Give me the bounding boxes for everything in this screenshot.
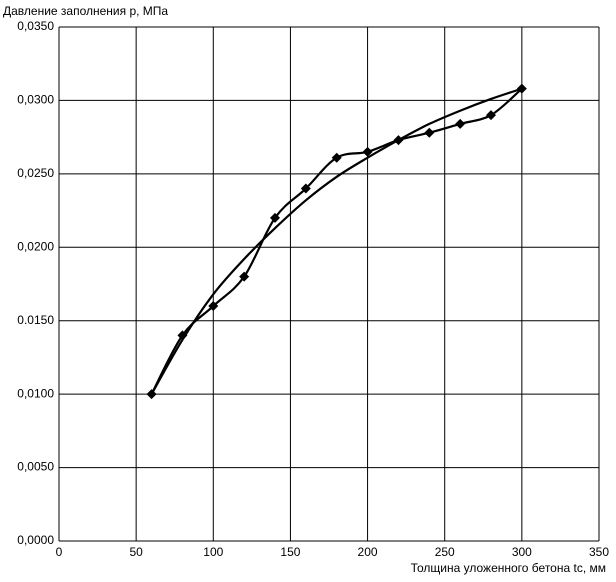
marker: [300, 183, 311, 194]
y-tick-label: 0,0350: [17, 19, 54, 33]
marker: [424, 127, 435, 138]
x-tick-label: 200: [358, 545, 378, 559]
marker: [239, 271, 250, 282]
x-tick-label: 0: [56, 545, 63, 559]
marker: [455, 118, 466, 129]
marker: [486, 110, 496, 121]
x-tick-label: 350: [589, 545, 609, 559]
marker: [208, 301, 219, 312]
y-tick-label: 0,0050: [17, 460, 54, 474]
x-tick-label: 300: [512, 545, 532, 559]
marker: [331, 152, 342, 163]
y-tick-label: 0,0250: [17, 166, 54, 180]
y-tick-label: 0.0150: [17, 313, 54, 327]
x-tick-label: 150: [280, 545, 300, 559]
y-tick-label: 0,0100: [17, 386, 54, 400]
marker: [177, 330, 188, 341]
x-tick-label: 100: [203, 545, 223, 559]
y-tick-label: 0,0300: [17, 93, 54, 107]
series-line: [150, 87, 523, 395]
y-tick-label: 0,0000: [17, 533, 54, 547]
x-axis-label: Толщина уложенного бетона tc, мм: [411, 561, 606, 575]
y-axis-label: Давление заполнения p, МПа: [3, 4, 168, 18]
x-tick-label: 50: [129, 545, 143, 559]
series-line: [150, 87, 523, 395]
marker: [270, 212, 280, 223]
y-tick-label: 0,0200: [17, 239, 54, 253]
marker: [362, 146, 373, 157]
x-tick-label: 250: [435, 545, 455, 559]
